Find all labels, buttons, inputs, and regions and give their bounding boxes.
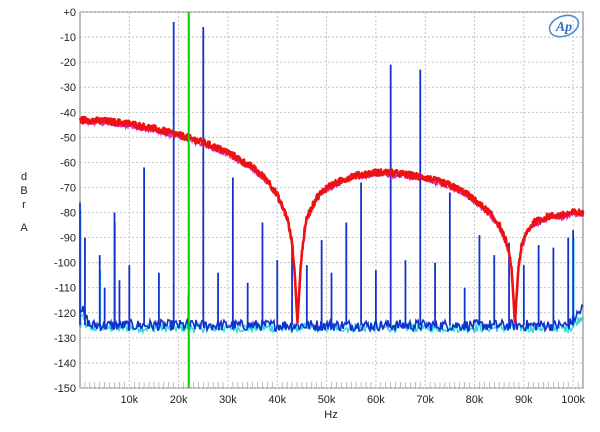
y-tick-label: -50: [60, 132, 76, 144]
y-tick-label: -120: [54, 308, 76, 320]
x-tick-labels: 10k 20k 30k 40k 50k 60k 70k 80k 90k 100k: [120, 394, 585, 406]
y-tick-label: -100: [54, 258, 76, 270]
series-layer: [78, 12, 585, 388]
ap-logo-ring: [548, 14, 580, 38]
y-tick-label: -110: [55, 283, 76, 295]
y-tick-label: -80: [60, 208, 76, 220]
x-tick-label: 40k: [268, 394, 286, 406]
series-red-curve: [78, 115, 585, 324]
y-tick-label: -130: [54, 333, 76, 345]
x-tick-label: 70k: [416, 394, 434, 406]
x-tick-label: 100k: [561, 394, 585, 406]
minor-tick-marks: [84, 382, 579, 388]
svg-text:A: A: [20, 222, 28, 234]
y-tick-label: -40: [60, 107, 76, 119]
y-tick-label: -60: [60, 157, 76, 169]
svg-text:d: d: [21, 171, 27, 183]
plot-background: [79, 11, 584, 389]
ap-logo-text: Ap: [555, 20, 572, 35]
y-tick-label: -90: [60, 233, 76, 245]
x-tick-label: 50k: [318, 394, 336, 406]
x-tick-label: 90k: [515, 394, 533, 406]
y-tick-label: -20: [60, 57, 76, 69]
series-blue-floor: [79, 303, 584, 334]
x-tick-label: 80k: [466, 394, 484, 406]
y-tick-label: +0: [63, 7, 76, 19]
x-tick-label: 20k: [170, 394, 188, 406]
ap-logo: Ap: [548, 14, 580, 38]
y-tick-label: -150: [54, 383, 76, 395]
y-tick-label: -30: [60, 82, 76, 94]
svg-text:B: B: [20, 185, 27, 197]
x-tick-label: 60k: [367, 394, 385, 406]
y-tick-label: -10: [60, 32, 76, 44]
y-tick-labels: +0 -10 -20 -30 -40 -50 -60 -70 -80 -90 -100 -110 -12…: [54, 7, 76, 395]
x-tick-label: 30k: [219, 394, 237, 406]
x-axis-label: Hz: [324, 409, 337, 421]
svg-text:r: r: [22, 199, 26, 211]
y-axis-label: d B r A: [20, 171, 28, 234]
x-tick-label: 10k: [120, 394, 138, 406]
y-tick-label: -140: [54, 358, 76, 370]
y-tick-label: -70: [60, 182, 76, 194]
